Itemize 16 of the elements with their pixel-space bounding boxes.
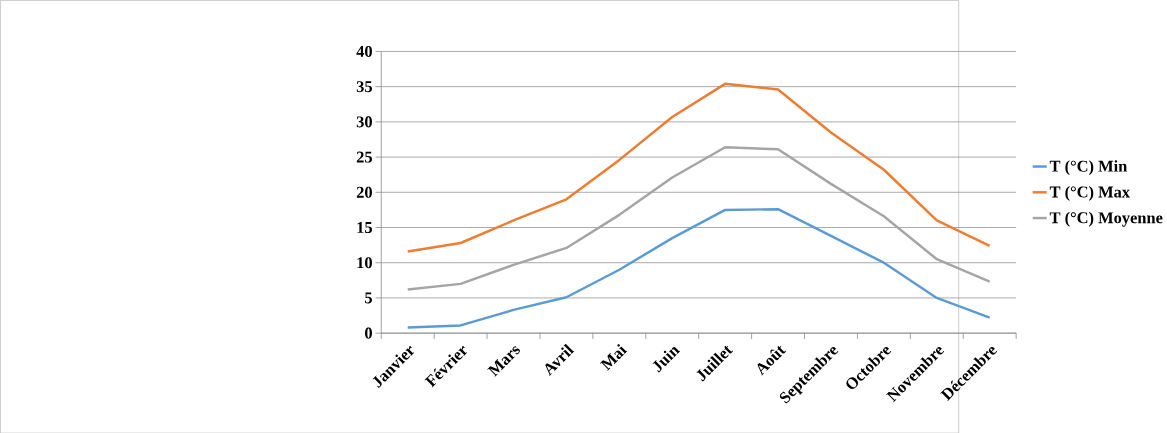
legend-label: T (°C) Max (1049, 185, 1130, 201)
y-tick-label: 30 (356, 116, 372, 128)
y-tick-label: 0 (365, 327, 372, 339)
y-tick-label: 40 (356, 45, 372, 57)
x-tick-label: Mai (600, 343, 628, 371)
legend-label: T (°C) Moyenne (1049, 211, 1163, 227)
line-series (406, 207, 991, 329)
y-tick-label: 15 (357, 221, 372, 233)
y-tick-label: 10 (357, 256, 372, 269)
y-tick-label: 35 (356, 80, 372, 92)
y-tick-label: 5 (365, 292, 372, 304)
legend-label: T (°C) Min (1049, 159, 1128, 175)
y-tick-label: 20 (356, 186, 372, 198)
line-series (406, 82, 991, 253)
x-tick-label: Juin (652, 346, 681, 373)
y-tick-label: 25 (356, 151, 372, 163)
